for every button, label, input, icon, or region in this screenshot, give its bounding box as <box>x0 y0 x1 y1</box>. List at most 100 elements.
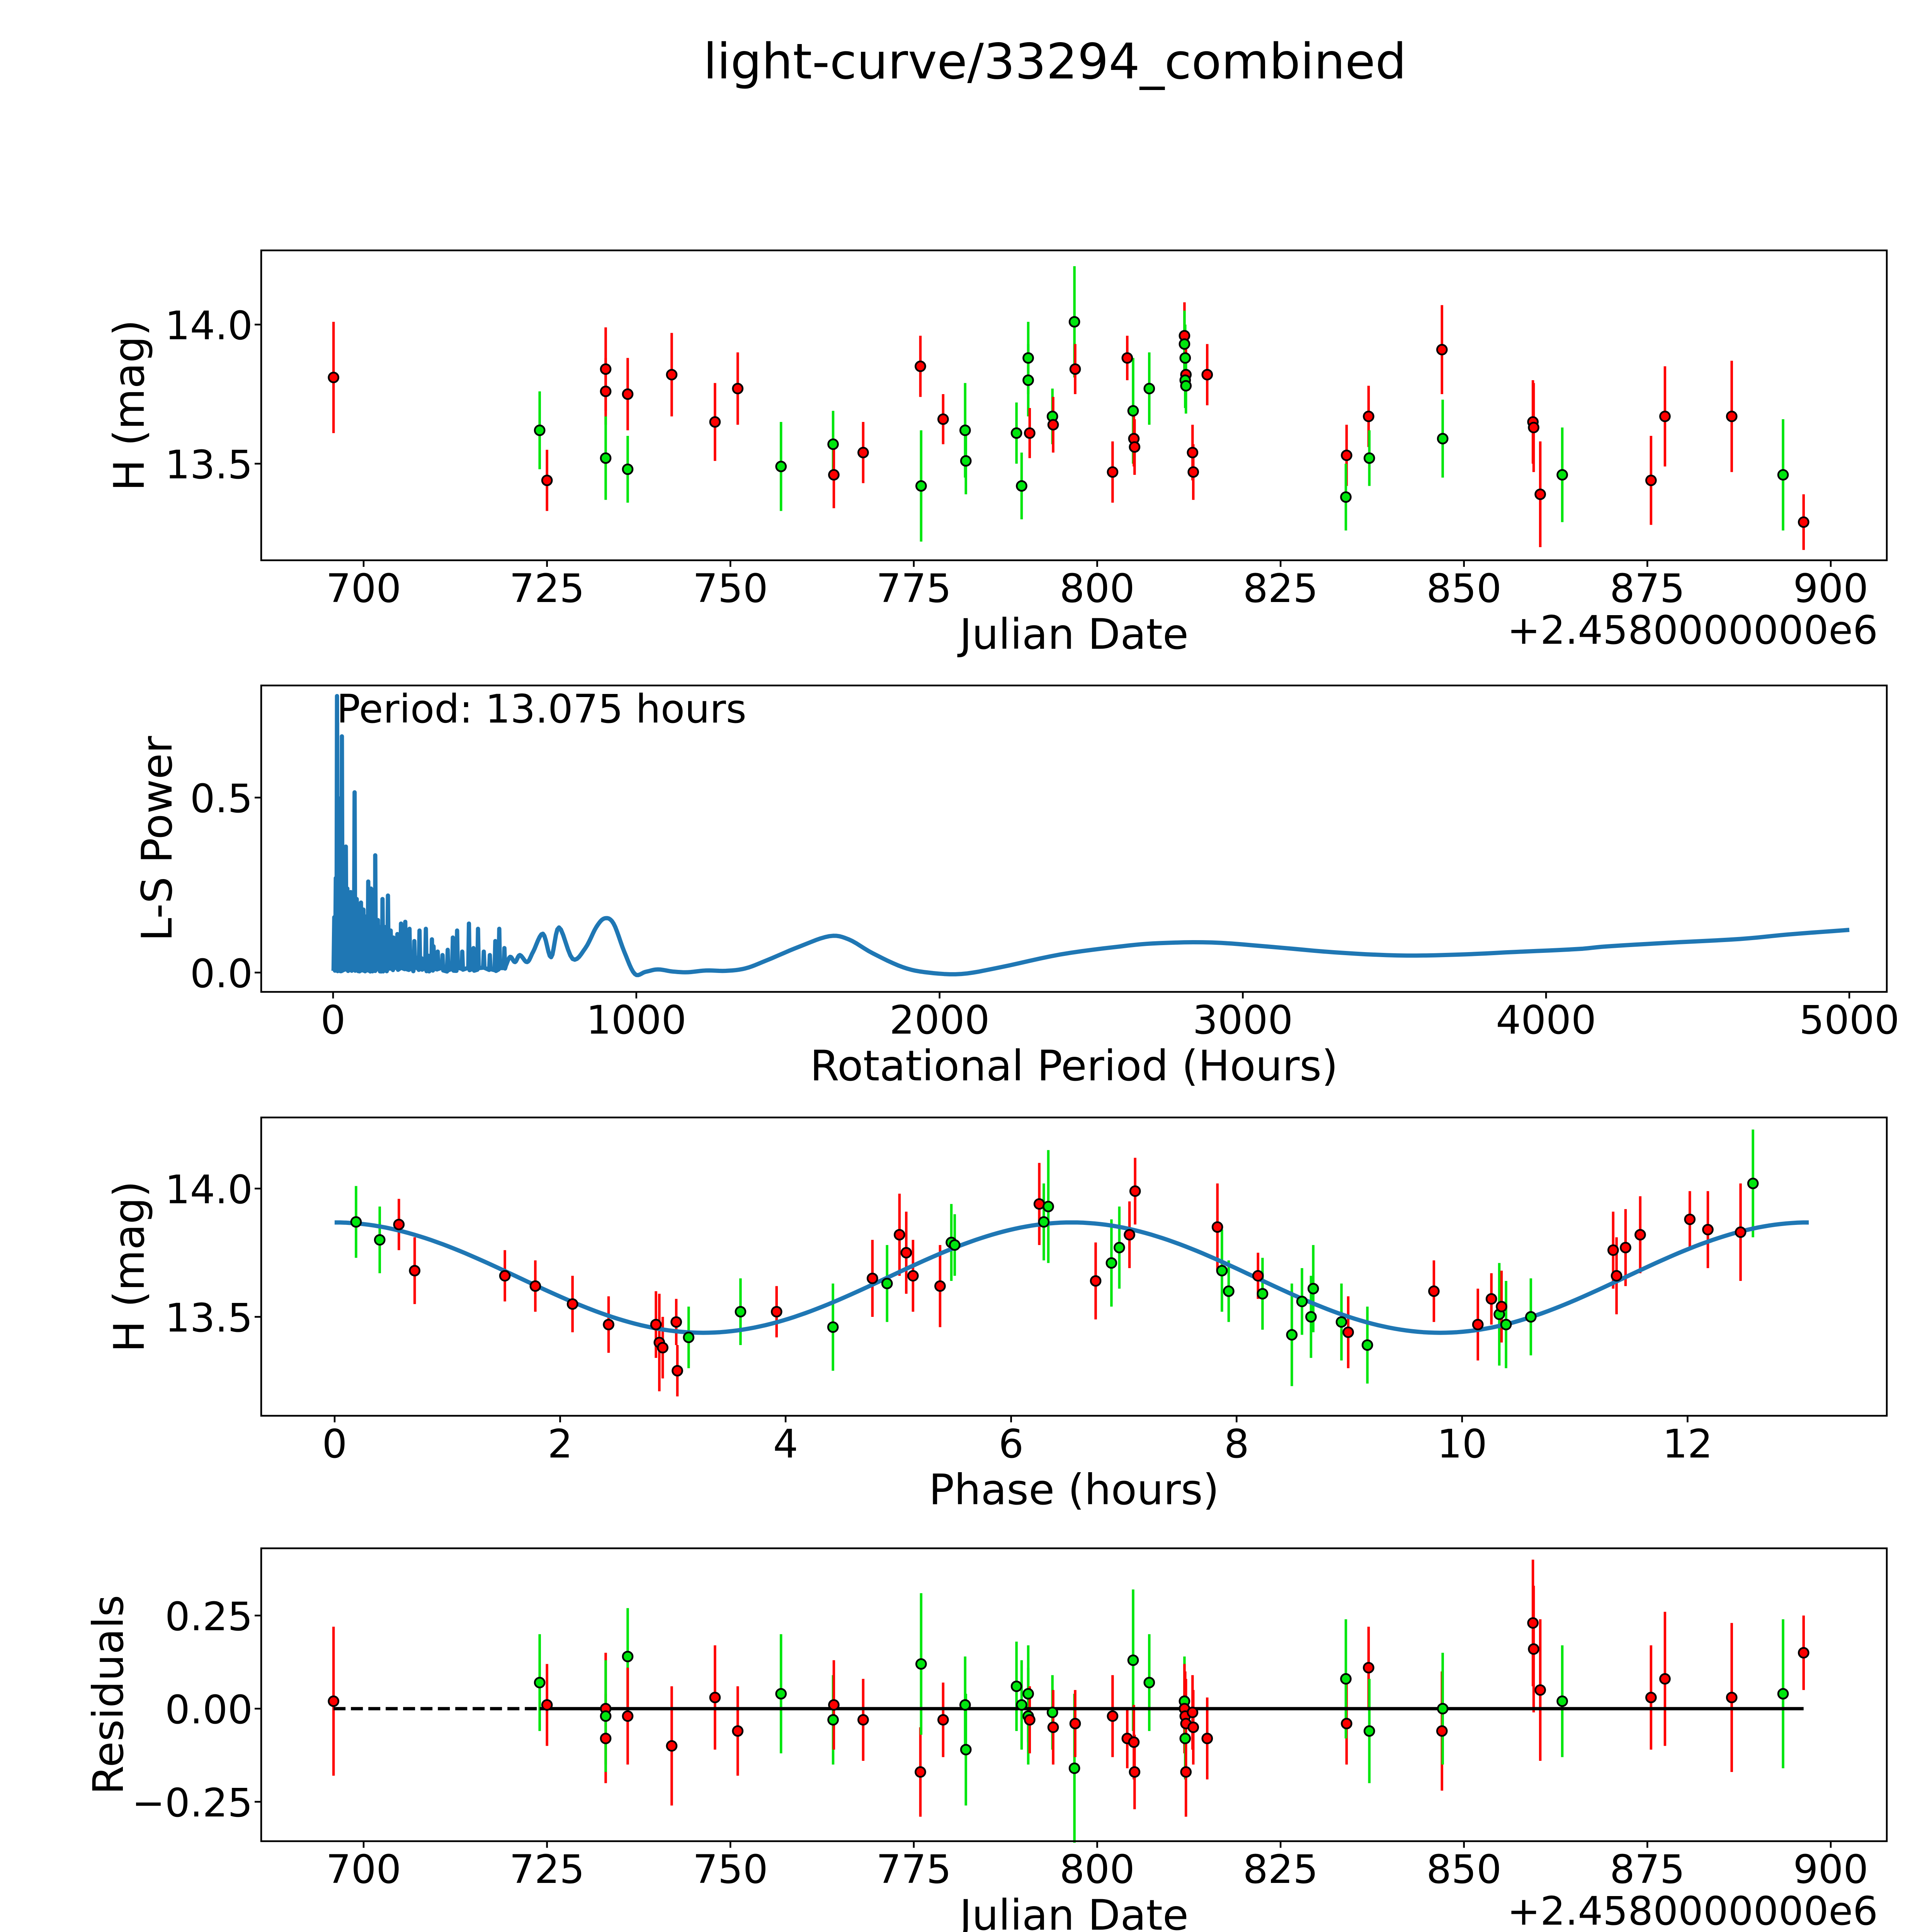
green-data-point <box>1105 1257 1117 1269</box>
x-tick-label: 12 <box>1663 1421 1713 1467</box>
green-data-point <box>1113 1242 1125 1253</box>
red-data-point <box>328 371 340 383</box>
red-data-point <box>857 1714 869 1726</box>
y-axis-label: H (mag) <box>105 1181 154 1352</box>
red-data-point <box>1047 419 1059 431</box>
red-data-point <box>1726 1692 1738 1703</box>
green-data-point <box>959 424 971 436</box>
y-axis-label: H (mag) <box>105 320 154 491</box>
green-data-point <box>1363 1725 1375 1737</box>
red-data-point <box>1341 1718 1352 1730</box>
red-data-point <box>1726 410 1738 422</box>
x-tick-label: 825 <box>1243 566 1318 612</box>
green-data-point <box>775 461 787 473</box>
x-tick-label: 4000 <box>1496 997 1596 1043</box>
red-data-point <box>566 1298 578 1310</box>
green-data-point <box>350 1216 362 1228</box>
red-data-point <box>1107 466 1119 478</box>
red-data-point <box>529 1280 541 1292</box>
green-data-point <box>960 455 972 467</box>
x-tick-label: 0 <box>321 997 346 1043</box>
green-data-point <box>1286 1329 1298 1341</box>
green-data-point <box>775 1688 787 1700</box>
red-data-point <box>650 1319 662 1330</box>
x-tick-label: 2 <box>548 1421 573 1467</box>
x-tick-label: 875 <box>1610 566 1685 612</box>
red-data-point <box>541 1699 553 1711</box>
red-data-point <box>893 1229 905 1241</box>
red-data-point <box>1187 466 1199 478</box>
green-data-point <box>949 1239 961 1251</box>
period-annotation: Period: 13.075 hours <box>337 686 747 732</box>
x-axis-label: Phase (hours) <box>929 1465 1219 1514</box>
red-data-point <box>1187 447 1199 459</box>
green-data-point <box>1180 380 1192 392</box>
red-data-point <box>1201 369 1213 381</box>
red-data-point <box>1645 1692 1657 1703</box>
red-data-point <box>672 1365 683 1377</box>
periodogram-curve <box>331 694 1850 977</box>
red-data-point <box>1436 344 1448 355</box>
red-data-point <box>1129 441 1141 453</box>
red-data-point <box>409 1265 421 1277</box>
green-data-point <box>534 1677 546 1689</box>
x-tick-label: 750 <box>693 566 768 612</box>
x-tick-label: 725 <box>509 566 585 612</box>
x-tick-label: 8 <box>1224 1421 1249 1467</box>
red-data-point <box>1428 1285 1440 1297</box>
red-data-point <box>499 1270 511 1282</box>
red-data-point <box>1069 1718 1081 1730</box>
x-axis-label: Julian Date <box>957 610 1189 659</box>
red-data-point <box>1684 1213 1696 1225</box>
green-data-point <box>1022 374 1034 386</box>
red-data-point <box>1090 1275 1102 1287</box>
x-tick-label: 6 <box>998 1421 1024 1467</box>
y-tick-label: 0.25 <box>165 1594 253 1640</box>
red-data-point <box>857 447 869 459</box>
green-data-point <box>1525 1311 1537 1323</box>
x-tick-label: 0 <box>322 1421 347 1467</box>
green-data-point <box>1335 1316 1347 1328</box>
green-data-point <box>1010 1680 1022 1692</box>
x-tick-label: 900 <box>1793 566 1869 612</box>
red-data-point <box>1659 410 1671 422</box>
green-data-point <box>1068 1762 1080 1774</box>
green-data-point <box>1361 1339 1373 1351</box>
x-tick-label: 2000 <box>889 997 990 1043</box>
green-data-point <box>1179 1733 1191 1744</box>
green-data-point <box>683 1332 695 1343</box>
y-tick-label: 0.0 <box>190 951 253 997</box>
x-tick-label: 1000 <box>586 997 687 1043</box>
y-axis-label: Residuals <box>84 1595 133 1794</box>
green-data-point <box>1038 1216 1050 1228</box>
red-data-point <box>1024 1714 1036 1726</box>
green-data-point <box>1257 1288 1269 1300</box>
green-data-point <box>915 480 927 492</box>
red-data-point <box>1620 1242 1631 1253</box>
red-data-point <box>915 1766 926 1778</box>
red-data-point <box>1201 1733 1213 1744</box>
x-tick-label: 850 <box>1426 1847 1502 1893</box>
green-data-point <box>1022 352 1034 364</box>
red-data-point <box>1659 1673 1671 1685</box>
red-data-point <box>1128 1736 1140 1748</box>
red-data-point <box>1187 1721 1199 1733</box>
red-data-point <box>709 416 721 428</box>
x-axis-label: Rotational Period (Hours) <box>810 1041 1338 1090</box>
green-data-point <box>600 1710 612 1722</box>
red-data-point <box>770 1306 782 1318</box>
red-data-point <box>1363 410 1374 422</box>
green-data-point <box>827 1321 839 1333</box>
figure-title: light-curve/33294_combined <box>703 33 1406 90</box>
green-data-point <box>534 424 546 436</box>
green-data-point <box>1340 491 1352 503</box>
x-tick-label: 800 <box>1060 566 1135 612</box>
y-tick-label: 0.5 <box>190 776 253 822</box>
x-tick-label: 750 <box>693 1847 768 1893</box>
red-data-point <box>622 388 634 400</box>
green-data-point <box>1556 469 1568 481</box>
green-data-point <box>1068 316 1080 328</box>
x-axis-label: Julian Date <box>957 1891 1189 1932</box>
red-data-point <box>1069 363 1081 375</box>
